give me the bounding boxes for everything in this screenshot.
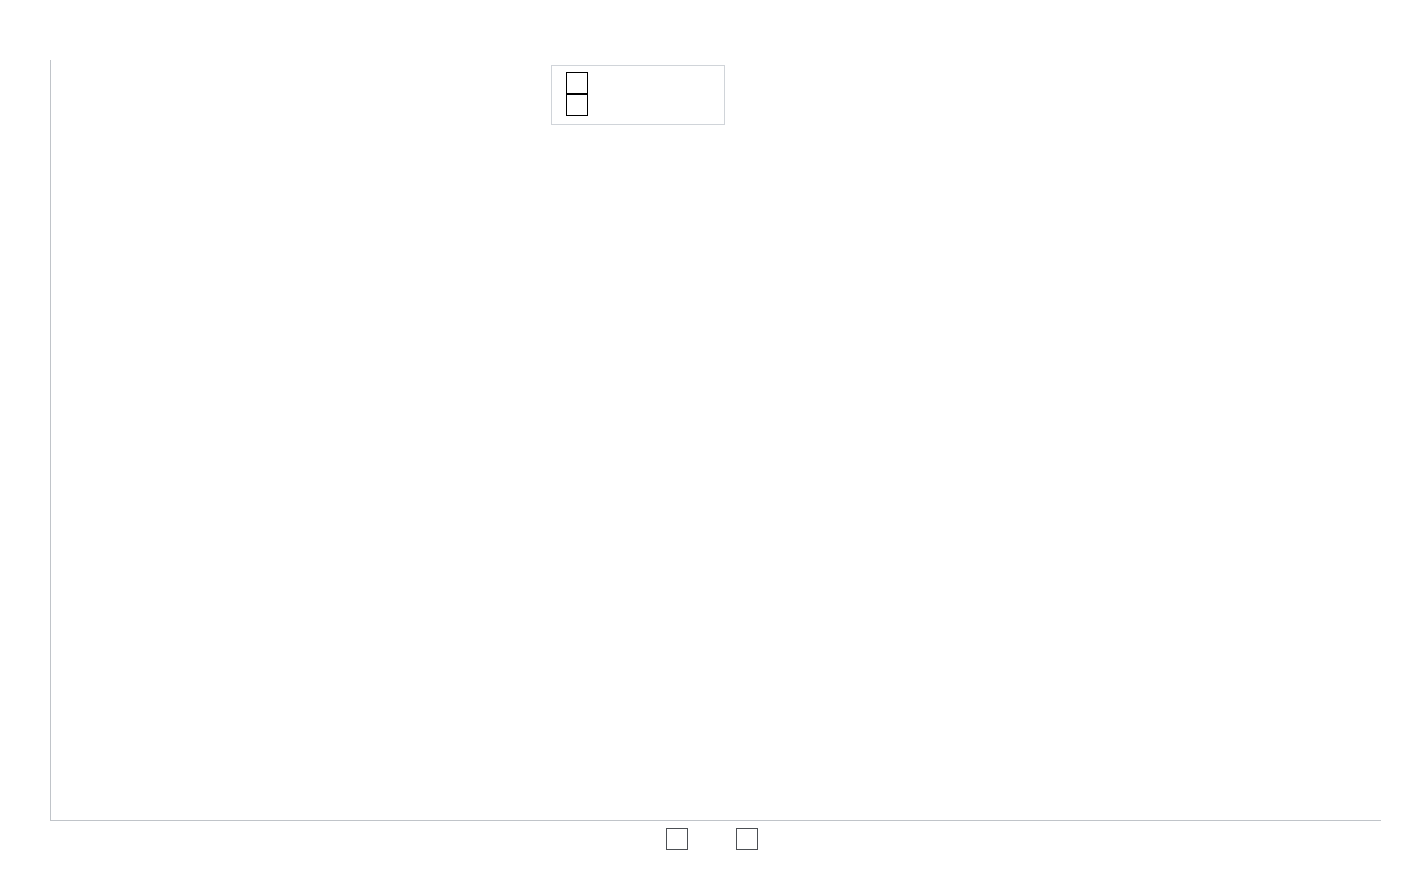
legend-swatch-southamericans: [566, 94, 588, 116]
legend-swatch-laotians: [566, 72, 588, 94]
legend-bottom-swatch-southamericans: [736, 828, 758, 850]
legend-item-laotians: [666, 828, 696, 850]
legend-item-southamericans: [736, 828, 766, 850]
series-legend: [666, 828, 766, 850]
correlation-legend: [551, 65, 725, 125]
scatter-plot-area: [50, 60, 1381, 821]
legend-row-southamericans: [566, 94, 710, 116]
legend-row-laotians: [566, 72, 710, 94]
legend-bottom-swatch-laotians: [666, 828, 688, 850]
